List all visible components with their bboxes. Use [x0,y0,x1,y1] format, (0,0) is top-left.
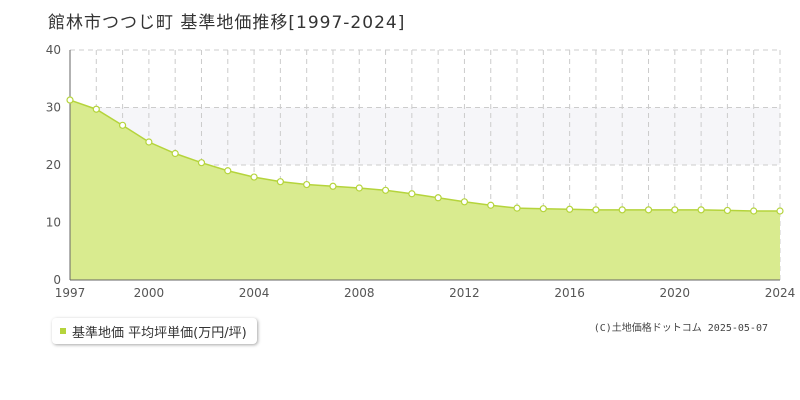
data-point [408,190,416,198]
x-tick-label: 2000 [134,286,165,300]
data-point [723,206,732,215]
legend-label: 基準地価 平均坪単価(万円/坪) [72,325,247,341]
data-point [329,182,337,190]
data-point [276,178,284,186]
highlight-band [70,107,780,165]
data-point [434,194,442,202]
x-tick-label: 2008 [344,286,375,300]
data-point [92,105,100,113]
data-point [250,173,258,181]
x-tick-label: 2020 [660,286,691,300]
data-point [539,205,547,213]
y-tick-label: 0 [53,273,61,287]
data-point [644,206,653,214]
tick-label-layer: 0 10 20 30 40 1997 2000 2004 2008 2012 2016 2020 202… [46,43,796,300]
legend-swatch [60,328,66,334]
data-point [224,167,232,175]
data-point [750,207,758,215]
copyright-text: (C)土地価格ドットコム 2025-05-07 [593,323,768,334]
data-point [66,96,74,104]
data-point [355,184,363,192]
y-tick-label: 40 [46,43,61,57]
x-tick-label: 2012 [449,286,480,300]
data-point [566,205,574,213]
y-tick-label: 10 [46,216,61,230]
data-point [197,159,206,167]
marker-layer [66,96,784,215]
data-point [697,206,705,214]
data-point [460,198,469,206]
data-point [776,207,784,215]
data-point [381,186,390,194]
y-tick-label: 20 [46,158,61,172]
x-tick-label: 2004 [239,286,270,300]
series-line [69,99,780,212]
data-point [592,206,600,214]
data-point [118,121,127,129]
x-tick-label: 2016 [554,286,585,300]
x-tick-label: 1997 [55,286,86,300]
data-point [303,180,311,189]
data-point [145,138,153,146]
legend: 基準地価 平均坪単価(万円/坪) [52,318,257,344]
page-title: 館林市つつじ町 基準地価推移[1997-2024] [48,13,406,33]
x-tick-label: 2024 [765,286,796,300]
data-point [513,204,521,212]
axis-layer [69,50,780,281]
data-point [618,206,626,214]
y-tick-label: 30 [46,101,61,115]
data-point [671,206,679,214]
data-point [487,201,495,209]
area-layer [69,99,780,280]
highlight-band-layer [70,107,780,165]
data-point [171,149,179,158]
area-fill [70,100,780,280]
